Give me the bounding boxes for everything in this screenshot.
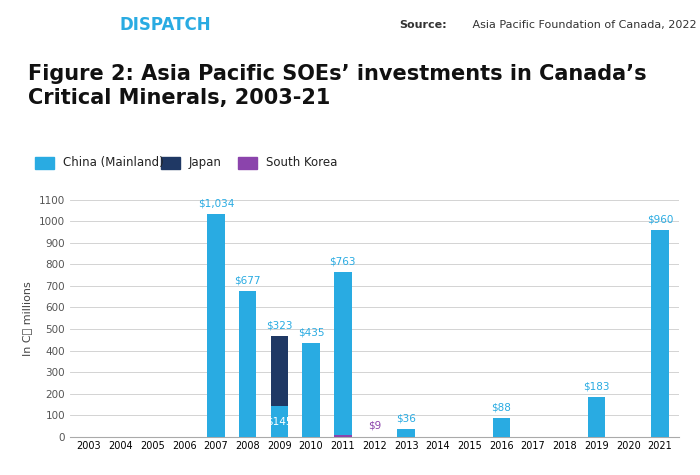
Bar: [161, 157, 181, 169]
Text: $1,034: $1,034: [197, 198, 234, 208]
Text: $36: $36: [396, 414, 416, 424]
Text: $677: $677: [234, 276, 261, 285]
Text: Figure 2: Asia Pacific SOEs’ investments in Canada’s: Figure 2: Asia Pacific SOEs’ investments…: [28, 64, 647, 84]
Text: $323: $323: [266, 321, 293, 331]
Y-axis label: In CⓈ millions: In CⓈ millions: [22, 281, 32, 356]
Text: $435: $435: [298, 328, 324, 338]
Bar: [334, 272, 351, 437]
Text: $763: $763: [330, 256, 356, 266]
Bar: [302, 343, 320, 437]
Bar: [239, 291, 256, 437]
Text: $183: $183: [583, 382, 610, 392]
Bar: [493, 418, 510, 437]
Text: Source:: Source:: [399, 20, 447, 30]
Text: $88: $88: [491, 402, 511, 412]
Bar: [271, 406, 288, 437]
Text: DISPATCH: DISPATCH: [119, 16, 211, 34]
Text: China (Mainland): China (Mainland): [63, 156, 164, 169]
Bar: [238, 157, 258, 169]
Text: Asia Pacific Foundation of Canada, 2022: Asia Pacific Foundation of Canada, 2022: [469, 20, 696, 30]
Bar: [651, 230, 668, 437]
Text: $960: $960: [647, 214, 673, 224]
Bar: [35, 157, 55, 169]
Text: South Korea: South Korea: [266, 156, 337, 169]
Bar: [271, 336, 288, 406]
Bar: [207, 214, 225, 437]
Bar: [334, 435, 351, 437]
Text: Critical Minerals, 2003-21: Critical Minerals, 2003-21: [28, 88, 330, 108]
Text: $9: $9: [368, 421, 381, 431]
Bar: [398, 429, 415, 437]
Text: $145: $145: [266, 417, 293, 427]
Text: Japan: Japan: [189, 156, 222, 169]
Bar: [588, 398, 606, 437]
